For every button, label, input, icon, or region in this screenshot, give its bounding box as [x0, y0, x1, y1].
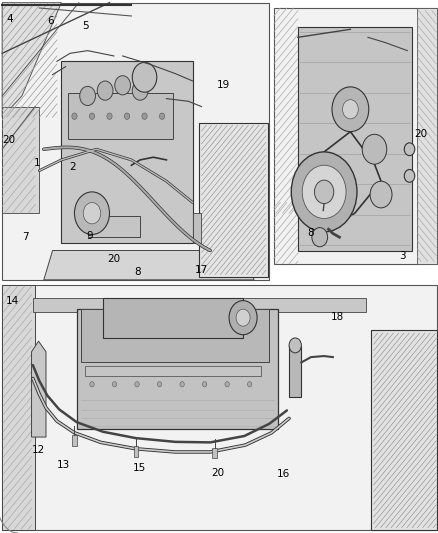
Circle shape: [159, 113, 165, 119]
Circle shape: [157, 382, 162, 387]
Text: 8: 8: [307, 229, 314, 238]
Bar: [68, 93, 173, 139]
Circle shape: [343, 100, 358, 119]
Bar: [33, 298, 366, 312]
Circle shape: [74, 192, 110, 235]
Circle shape: [225, 382, 230, 387]
Circle shape: [291, 152, 357, 232]
Circle shape: [202, 382, 207, 387]
Circle shape: [97, 81, 113, 100]
Text: 7: 7: [22, 232, 29, 242]
Circle shape: [370, 181, 392, 208]
Circle shape: [289, 338, 301, 353]
Text: 1: 1: [34, 158, 41, 167]
Bar: [85, 366, 261, 376]
Circle shape: [404, 169, 415, 182]
Bar: [298, 27, 412, 251]
Circle shape: [115, 76, 131, 95]
Bar: [193, 213, 201, 243]
Circle shape: [404, 143, 415, 156]
Circle shape: [112, 382, 117, 387]
Bar: [212, 448, 217, 458]
Circle shape: [72, 113, 77, 119]
Circle shape: [236, 309, 250, 326]
Text: 16: 16: [277, 470, 290, 479]
Bar: [2, 3, 269, 280]
Bar: [274, 8, 437, 264]
Text: 18: 18: [331, 312, 344, 322]
Text: 17: 17: [195, 265, 208, 274]
Text: 20: 20: [212, 469, 225, 478]
Polygon shape: [2, 107, 39, 213]
Circle shape: [80, 86, 95, 106]
Text: 13: 13: [57, 460, 70, 470]
Circle shape: [180, 382, 184, 387]
Text: 5: 5: [82, 21, 89, 30]
Circle shape: [247, 382, 252, 387]
Circle shape: [124, 113, 130, 119]
Circle shape: [89, 113, 95, 119]
Text: 12: 12: [32, 446, 45, 455]
Bar: [2, 285, 437, 530]
Bar: [77, 309, 278, 429]
Bar: [81, 309, 269, 362]
Bar: [289, 346, 301, 397]
Text: 14: 14: [6, 296, 19, 306]
Circle shape: [332, 87, 369, 132]
Bar: [134, 446, 138, 457]
Circle shape: [362, 134, 387, 164]
Circle shape: [90, 382, 94, 387]
Circle shape: [302, 165, 346, 219]
Polygon shape: [32, 341, 46, 437]
Circle shape: [132, 62, 157, 92]
Polygon shape: [2, 3, 61, 117]
Circle shape: [83, 203, 101, 224]
Bar: [2, 285, 35, 530]
Circle shape: [135, 382, 139, 387]
Bar: [103, 298, 243, 338]
Text: 15: 15: [133, 463, 146, 473]
Polygon shape: [44, 251, 254, 280]
Bar: [61, 61, 193, 243]
Text: 20: 20: [107, 254, 120, 263]
Circle shape: [312, 228, 328, 247]
Circle shape: [314, 180, 334, 204]
Circle shape: [229, 301, 257, 335]
Text: 6: 6: [47, 17, 54, 26]
Text: 3: 3: [399, 251, 406, 261]
Circle shape: [107, 113, 112, 119]
Bar: [371, 330, 437, 530]
Text: 20: 20: [2, 135, 15, 144]
Text: 2: 2: [69, 163, 76, 172]
Bar: [199, 123, 268, 277]
Text: 9: 9: [86, 231, 93, 240]
Text: 4: 4: [6, 14, 13, 23]
Text: 19: 19: [217, 80, 230, 90]
Text: 20: 20: [414, 130, 427, 139]
Bar: [88, 216, 140, 237]
Bar: [417, 8, 437, 264]
Circle shape: [132, 81, 148, 100]
Text: 8: 8: [134, 267, 141, 277]
Bar: [72, 435, 77, 446]
Circle shape: [142, 113, 147, 119]
